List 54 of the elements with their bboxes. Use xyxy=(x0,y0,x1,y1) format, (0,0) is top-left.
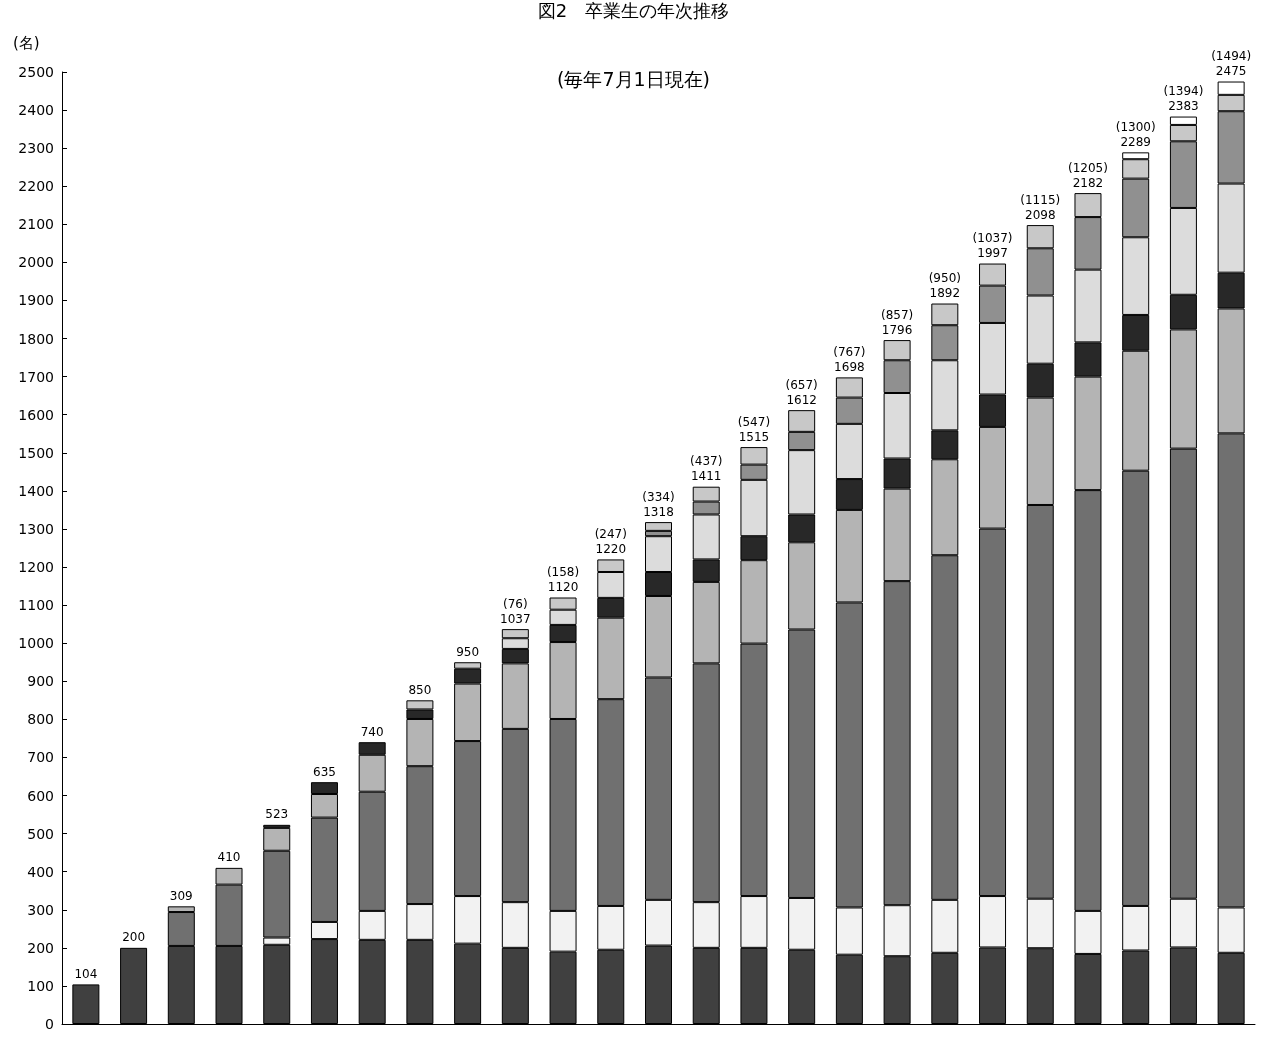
chart-subtitle: (毎年7月1日現在) xyxy=(556,67,711,90)
y-tick-label: 0 xyxy=(45,1016,54,1032)
y-tick-label: 2400 xyxy=(18,102,54,119)
total-label: (334) 1318 xyxy=(642,489,675,519)
total-label: (1394) 2383 xyxy=(1163,84,1204,114)
y-tick-label: 700 xyxy=(27,749,54,766)
total-label: (657) 1612 xyxy=(785,377,818,407)
y-tick-label: 200 xyxy=(27,939,54,956)
total-label: (547) 1515 xyxy=(737,414,771,444)
y-tick-label: 1800 xyxy=(18,330,54,347)
total-label: (1115) 2098 xyxy=(1020,192,1061,222)
total-label: (950) 1892 xyxy=(928,271,961,301)
total-label: (1205) 2182 xyxy=(1068,160,1108,190)
total-label: (1494) 2475 xyxy=(1211,49,1252,79)
y-tick-label: 1400 xyxy=(18,482,54,499)
y-tick-label: 100 xyxy=(27,977,54,994)
y-tick-label: 2100 xyxy=(18,216,54,233)
chart-title: 図2 卒業生の年次推移 xyxy=(537,0,730,21)
total-label: 410 xyxy=(217,850,241,865)
y-tick-label: 1100 xyxy=(18,597,54,614)
total-label: (857) 1796 xyxy=(880,307,914,337)
total-label: (767) 1698 xyxy=(833,344,866,374)
y-tick-label: 400 xyxy=(27,863,54,880)
y-tick-label: 900 xyxy=(27,673,54,690)
total-label: 950 xyxy=(456,644,480,659)
total-label: (247) 1220 xyxy=(594,526,627,556)
total-label: 309 xyxy=(169,888,193,903)
y-tick-label: 2500 xyxy=(18,64,54,80)
total-label: (1037) 1997 xyxy=(972,231,1013,261)
total-label: 740 xyxy=(360,724,384,739)
y-tick-label: 2200 xyxy=(18,178,54,195)
total-label: (158) 1120 xyxy=(546,565,580,594)
total-label: 523 xyxy=(265,807,289,822)
total-label: 104 xyxy=(74,966,98,981)
y-tick-label: 1600 xyxy=(18,406,54,423)
total-label: (76) 1037 xyxy=(500,596,531,626)
y-tick-label: 1700 xyxy=(18,368,54,385)
y-tick-label: 2300 xyxy=(18,140,54,157)
total-label: 635 xyxy=(313,764,336,779)
total-label: (437) 1411 xyxy=(690,454,723,484)
total-label: (1300) 2289 xyxy=(1115,119,1156,149)
y-tick-label: 1300 xyxy=(18,520,54,537)
y-tick-label: 300 xyxy=(27,901,54,918)
y-axis-title: (名) xyxy=(13,33,40,52)
y-tick-label: 1200 xyxy=(18,559,54,576)
total-label: 850 xyxy=(408,682,432,697)
y-tick-label: 800 xyxy=(27,711,54,728)
y-tick-label: 600 xyxy=(27,787,54,804)
y-tick-label: 1000 xyxy=(18,635,54,652)
y-tick-label: 1900 xyxy=(18,292,54,309)
y-tick-label: 1500 xyxy=(18,444,54,461)
y-tick-label: 500 xyxy=(27,825,54,842)
y-tick-label: 2000 xyxy=(18,254,54,271)
total-label: 200 xyxy=(122,930,146,945)
